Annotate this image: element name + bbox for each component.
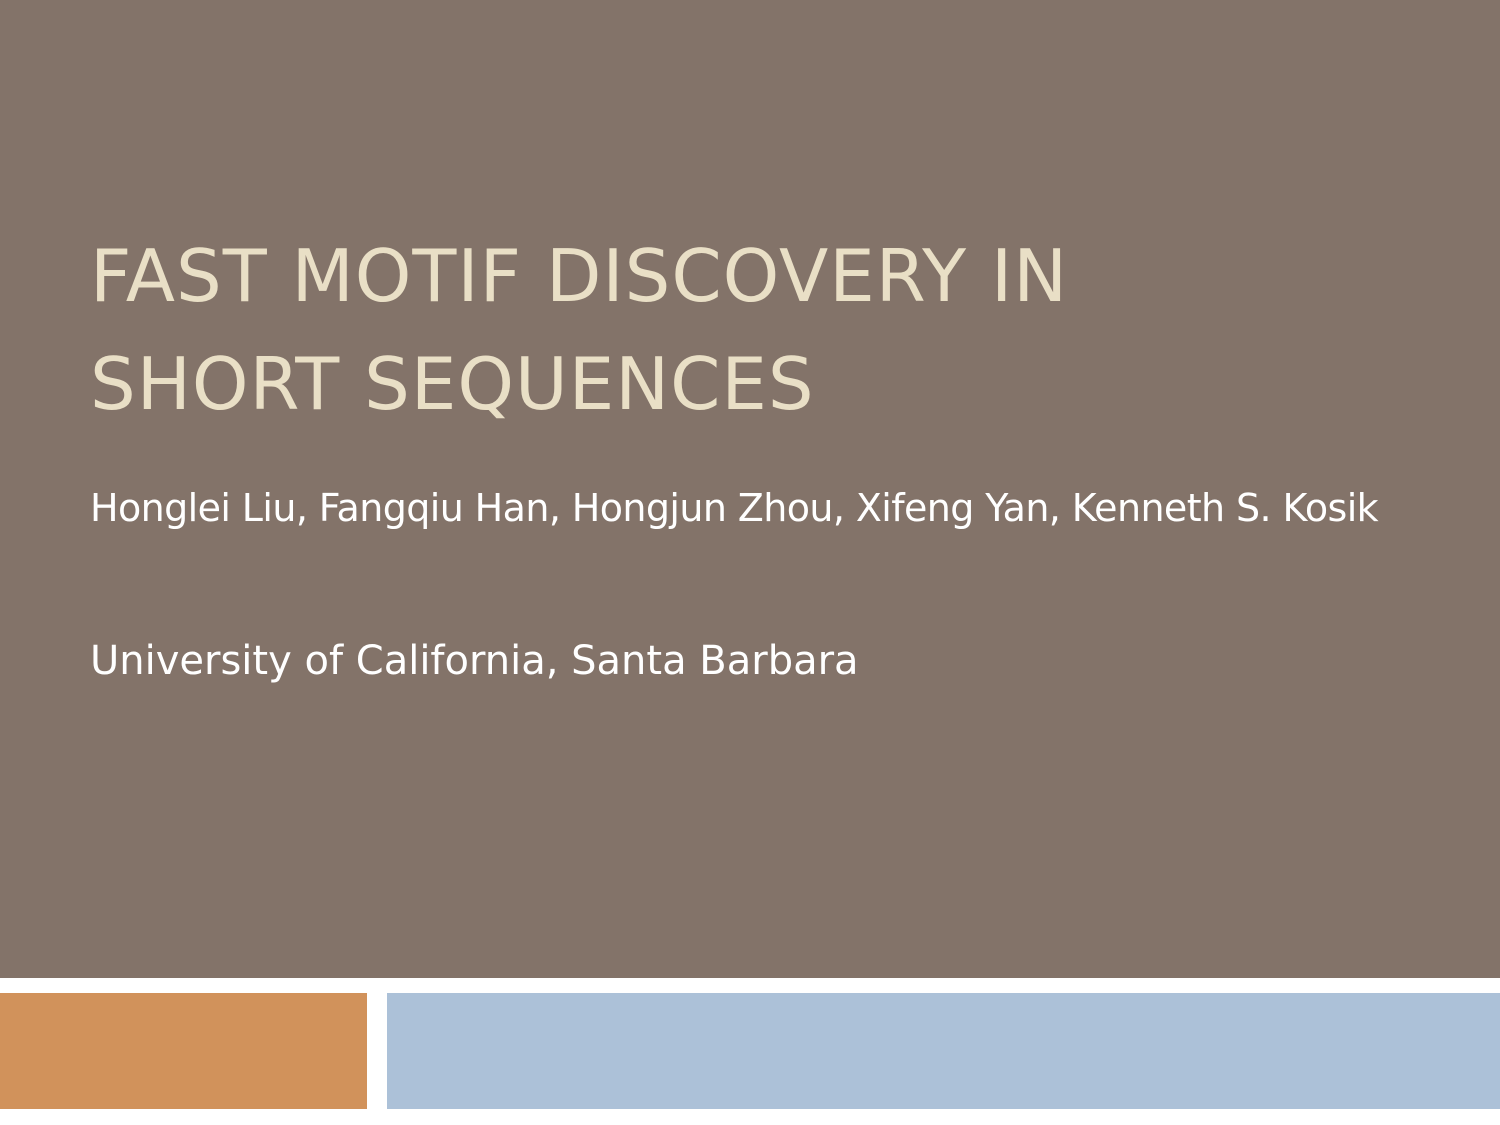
- orange-accent-block: [0, 993, 367, 1109]
- blue-accent-block: [387, 993, 1500, 1109]
- affiliation: University of California, Santa Barbara: [90, 638, 859, 684]
- slide-title: FAST MOTIF DISCOVERY IN SHORT SEQUENCES: [90, 222, 1390, 438]
- title-panel: FAST MOTIF DISCOVERY IN SHORT SEQUENCES …: [0, 0, 1500, 978]
- author-list: Honglei Liu, Fangqiu Han, Hongjun Zhou, …: [90, 486, 1379, 530]
- slide-title-line-1: FAST MOTIF DISCOVERY IN: [90, 234, 1069, 318]
- slide-title-line-2: SHORT SEQUENCES: [90, 342, 815, 426]
